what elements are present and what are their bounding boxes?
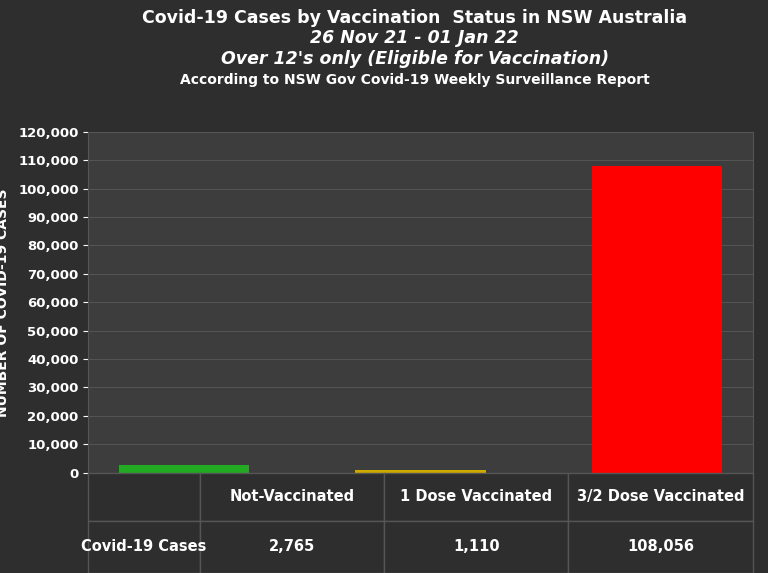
Bar [592, 166, 723, 473]
Text: Covid-19 Cases by Vaccination  Status in NSW Australia: Covid-19 Cases by Vaccination Status in … [142, 9, 687, 26]
Text: 108,056: 108,056 [627, 539, 694, 555]
Text: Not-Vaccinated: Not-Vaccinated [230, 489, 354, 504]
Text: According to NSW Gov Covid-19 Weekly Surveillance Report: According to NSW Gov Covid-19 Weekly Sur… [180, 73, 650, 87]
Bar [118, 465, 249, 473]
Text: 2,765: 2,765 [269, 539, 315, 555]
Text: 1 Dose Vaccinated: 1 Dose Vaccinated [400, 489, 552, 504]
Text: Over 12's only (Eligible for Vaccination): Over 12's only (Eligible for Vaccination… [220, 50, 609, 68]
Text: Covid-19 Cases: Covid-19 Cases [81, 539, 207, 555]
Text: 1,110: 1,110 [453, 539, 499, 555]
Text: 26 Nov 21 - 01 Jan 22: 26 Nov 21 - 01 Jan 22 [310, 29, 519, 46]
Text: 3/2 Dose Vaccinated: 3/2 Dose Vaccinated [577, 489, 744, 504]
Bar [356, 469, 485, 473]
Y-axis label: NUMBER OF COVID-19 CASES: NUMBER OF COVID-19 CASES [0, 188, 10, 417]
